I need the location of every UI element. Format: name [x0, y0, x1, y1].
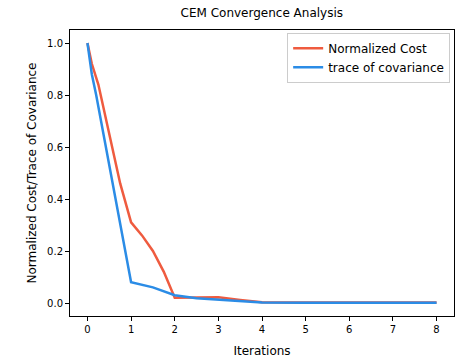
svg-text:0.4: 0.4 — [47, 194, 63, 205]
svg-text:CEM Convergence Analysis: CEM Convergence Analysis — [181, 6, 344, 20]
svg-text:trace of covariance: trace of covariance — [328, 61, 444, 75]
svg-text:2: 2 — [172, 324, 178, 335]
svg-text:6: 6 — [346, 324, 352, 335]
svg-text:8: 8 — [433, 324, 439, 335]
svg-text:4: 4 — [259, 324, 265, 335]
svg-text:1.0: 1.0 — [47, 38, 63, 49]
svg-text:1: 1 — [128, 324, 134, 335]
svg-text:0.2: 0.2 — [47, 246, 63, 257]
svg-text:Iterations: Iterations — [233, 344, 290, 358]
svg-text:Normalized Cost: Normalized Cost — [328, 42, 427, 56]
svg-text:0.6: 0.6 — [47, 142, 63, 153]
svg-text:0: 0 — [84, 324, 90, 335]
svg-text:7: 7 — [390, 324, 396, 335]
svg-text:3: 3 — [215, 324, 221, 335]
svg-text:0.8: 0.8 — [47, 90, 63, 101]
svg-text:Normalized Cost/Trace of Covar: Normalized Cost/Trace of Covariance — [25, 63, 39, 284]
svg-text:5: 5 — [302, 324, 308, 335]
svg-text:0.0: 0.0 — [47, 298, 63, 309]
